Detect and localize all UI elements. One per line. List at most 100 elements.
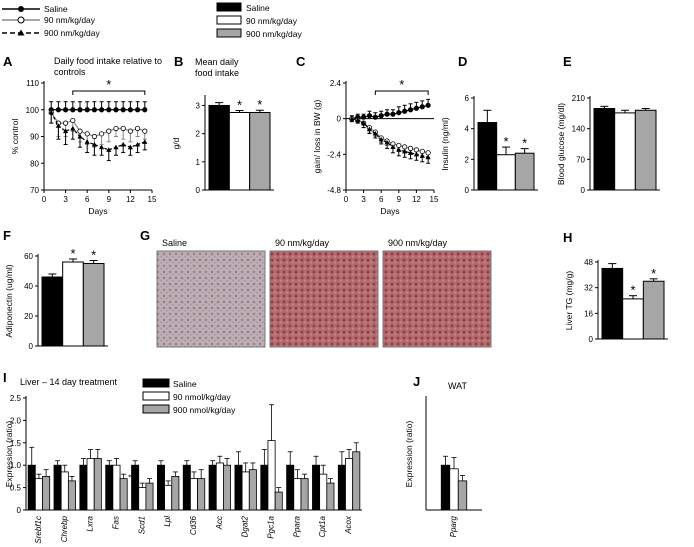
bar-pgc1a-0 [260,464,269,511]
data-point [106,147,112,152]
data-point [425,102,431,108]
chart-title-line2: food intake [195,68,239,78]
bar-cpt1a-1 [319,473,328,511]
bar-lxra-2 [93,458,102,511]
data-point [135,107,141,113]
legend-dose90: 90 nm/kg/day [2,15,96,25]
data-point [396,142,402,149]
bar-900-nm-kg-day [82,263,105,347]
data-point [384,111,390,117]
group-fas: * Fas [105,458,131,529]
panel-letter-g: G [140,228,150,243]
bar-pgc1a-1 [267,440,276,511]
bar-srebf1c-2 [42,475,51,511]
y-tick-label: 16 [584,309,593,318]
data-point [413,151,419,157]
y-tick-label: 2 [465,155,470,164]
panel-a-chart: 70 80 90 100 110 % control 0 3 6 9 12 15 Days * Daily … [10,56,162,216]
y-tick-label: 40 [24,282,33,291]
bar-chrebp-0 [53,464,62,511]
legend-bar-saline-label: Saline [246,3,270,13]
significance-star: * [128,474,131,483]
data-point [91,107,98,113]
data-point [135,141,141,147]
bar-pparg-1 [449,468,459,511]
category-label: Srebf1c [34,516,43,544]
series-900-nm-kg-day [349,116,431,164]
data-point [62,107,69,113]
bar-dgat2-1 [241,471,250,511]
data-point [425,150,431,156]
data-point [407,145,414,151]
significance-bracket [72,90,146,95]
data-point [396,110,402,116]
chart-title-line1: Mean daily [195,57,239,67]
data-point [378,113,384,119]
x-tick-label: 6 [85,195,90,204]
series-saline [349,98,431,122]
data-point [419,148,425,154]
panel-letter-f: F [3,228,11,243]
bar-scd1-1 [138,487,147,511]
legend-dose90-label: 90 nm/kg/day [44,15,96,25]
x-tick-label: 12 [126,195,135,204]
y-tick-label: 2.4 [330,79,342,88]
data-point [419,153,425,158]
category-label: Lxra [86,515,95,531]
y-tick-label: 110 [26,79,39,88]
x-tick-label: 3 [63,195,68,204]
legend-bar-dose900-label: 900 nm/kg/day [246,29,303,39]
data-point [70,117,76,124]
data-point [106,128,112,134]
y-tick-label: 2.0 [10,416,22,425]
panel-letter-e: E [563,54,572,69]
data-point [349,116,355,121]
significance-star: * [70,246,75,261]
y-tick-label: 0 [465,186,470,195]
panel-letter-j: J [413,374,420,389]
x-axis-label: Days [380,206,399,216]
x-tick-label: 15 [148,195,157,204]
panel-e-chart: 0 70 140 210 Blood glucose (mg/dl) [556,94,660,195]
bar-900-nm-kg-day [249,112,271,191]
data-point [402,108,408,114]
group-cd36: Cd36 [182,460,206,535]
panel-letter-h: H [563,230,572,245]
bar-900-nm-kg-day [514,152,535,191]
data-point [70,125,76,131]
significance-star: * [106,77,111,92]
legend-i-dose90-swatch [142,391,170,401]
data-point [91,133,98,140]
group-pgc1a: Pgc1a [260,404,283,539]
significance-star: * [135,483,138,492]
bar-acc-1 [215,462,224,511]
bar-90-nm-kg-day [622,298,644,340]
legend-bar-saline-swatch [216,2,242,12]
bar-srebf1c-1 [34,478,43,511]
x-tick-label: 0 [344,195,349,204]
bar-cd36-0 [182,464,191,511]
bar-acc-0 [208,464,217,511]
data-point [127,144,133,150]
data-point [70,107,76,113]
category-label: Dgat2 [241,515,250,537]
y-tick-label: 140 [572,125,586,134]
y-tick-label: 48 [584,258,593,267]
panel-letter-d: D [458,54,467,69]
legend-saline: Saline [2,4,68,14]
x-tick-label: 15 [430,195,439,204]
panel-c-chart: 2.4 0 -2.4 -4.8 gain/ loss in BW (g) 0 3 6 9 12 15… [312,77,439,216]
y-axis-label: gain/ loss in BW (g) [312,99,322,173]
data-point [113,107,119,113]
bar-acc-2 [223,464,232,511]
y-tick-label: 3 [196,101,201,110]
panel-letter-a: A [3,54,13,69]
significance-star: * [399,77,404,92]
bar-90-nm-kg-day [496,154,516,191]
series-90-nm-kg-day [48,109,148,148]
bar-90-nm-kg-day [614,112,636,191]
legend-i-saline-swatch [142,378,170,388]
data-point [55,107,62,113]
x-tick-label: 6 [379,195,384,204]
